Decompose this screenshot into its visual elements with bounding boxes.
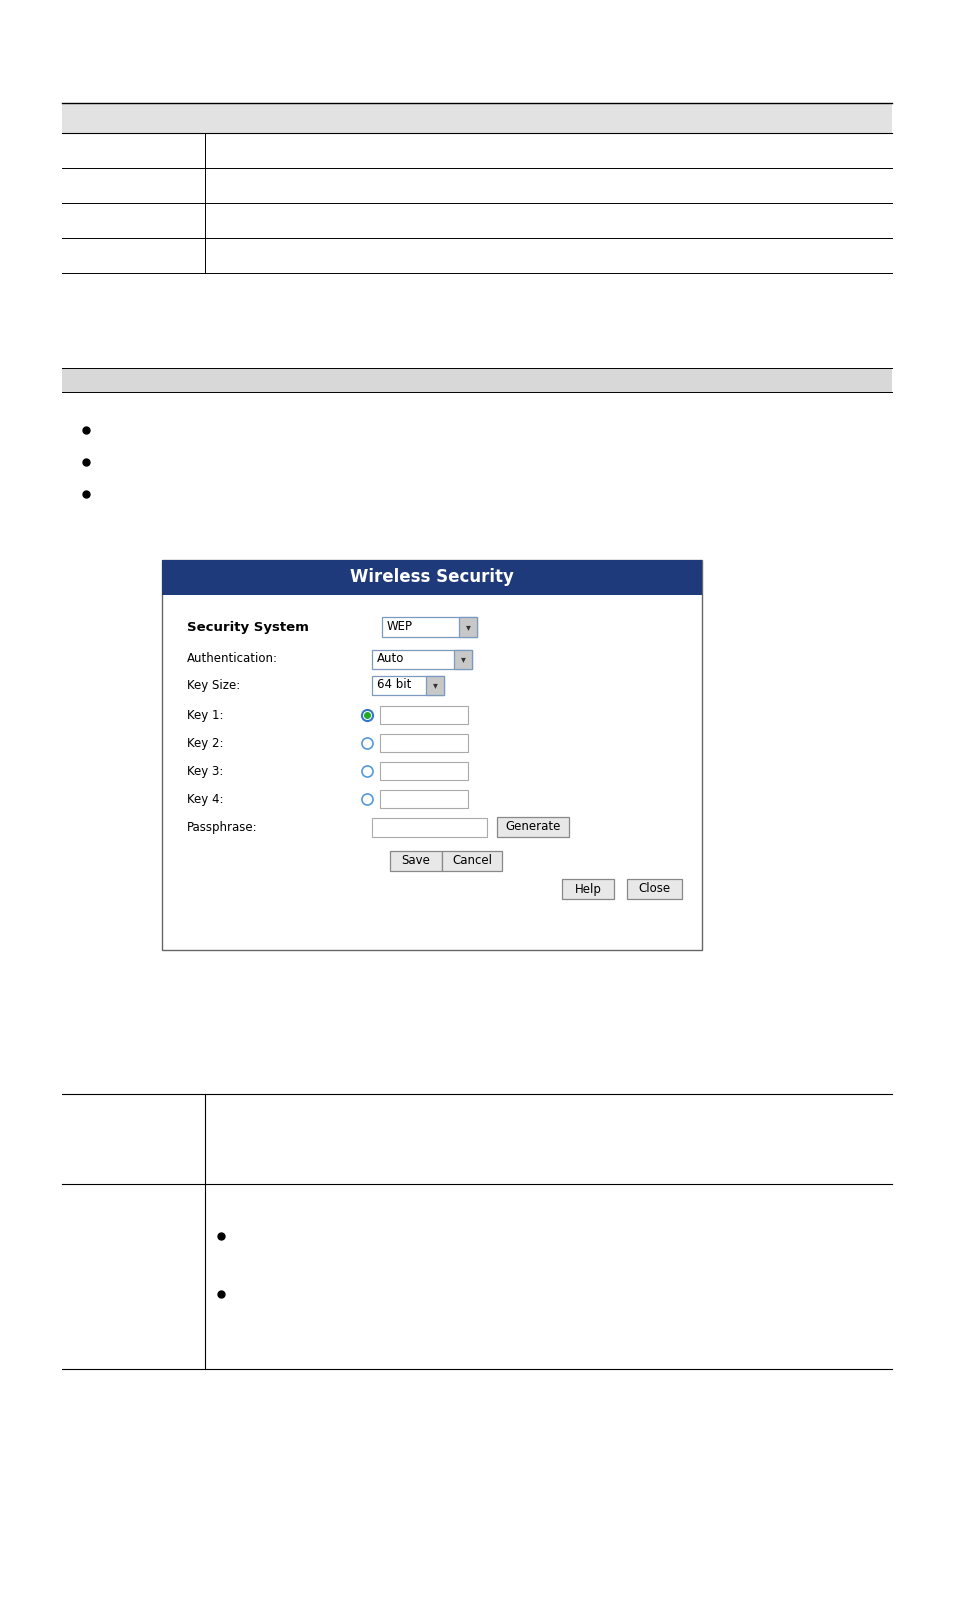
Text: Passphrase:: Passphrase:: [187, 821, 257, 833]
Text: Wireless Security: Wireless Security: [350, 569, 514, 587]
Bar: [162, 559, 701, 949]
Bar: [162, 559, 701, 595]
Text: ▾: ▾: [460, 654, 465, 664]
Text: Authentication:: Authentication:: [187, 653, 277, 666]
Text: Key Size:: Key Size:: [187, 679, 240, 692]
Bar: [454, 650, 472, 669]
Bar: [372, 675, 443, 695]
Text: Save: Save: [401, 854, 430, 867]
Bar: [379, 733, 468, 753]
Bar: [497, 817, 568, 837]
Text: Key 1:: Key 1:: [187, 709, 223, 722]
Text: Key 4:: Key 4:: [187, 793, 223, 806]
Bar: [379, 762, 468, 780]
Bar: [381, 617, 476, 637]
Bar: [379, 790, 468, 808]
Text: Generate: Generate: [505, 821, 560, 833]
Bar: [62, 103, 891, 134]
Bar: [379, 706, 468, 724]
Text: ▾: ▾: [432, 680, 437, 690]
Bar: [626, 879, 681, 899]
Text: Close: Close: [638, 882, 670, 896]
Text: WEP: WEP: [387, 621, 413, 634]
Bar: [561, 879, 614, 899]
Text: ▾: ▾: [465, 622, 470, 632]
Bar: [390, 851, 441, 870]
Text: Help: Help: [574, 882, 600, 896]
Text: Auto: Auto: [376, 653, 404, 666]
Text: 64 bit: 64 bit: [376, 679, 411, 692]
Text: Key 2:: Key 2:: [187, 737, 223, 750]
Text: Cancel: Cancel: [452, 854, 492, 867]
Bar: [426, 675, 443, 695]
Bar: [458, 617, 476, 637]
Bar: [372, 817, 486, 837]
Text: Key 3:: Key 3:: [187, 764, 223, 777]
Bar: [62, 368, 891, 392]
Text: Security System: Security System: [187, 621, 309, 634]
Bar: [441, 851, 501, 870]
Bar: [372, 650, 472, 669]
